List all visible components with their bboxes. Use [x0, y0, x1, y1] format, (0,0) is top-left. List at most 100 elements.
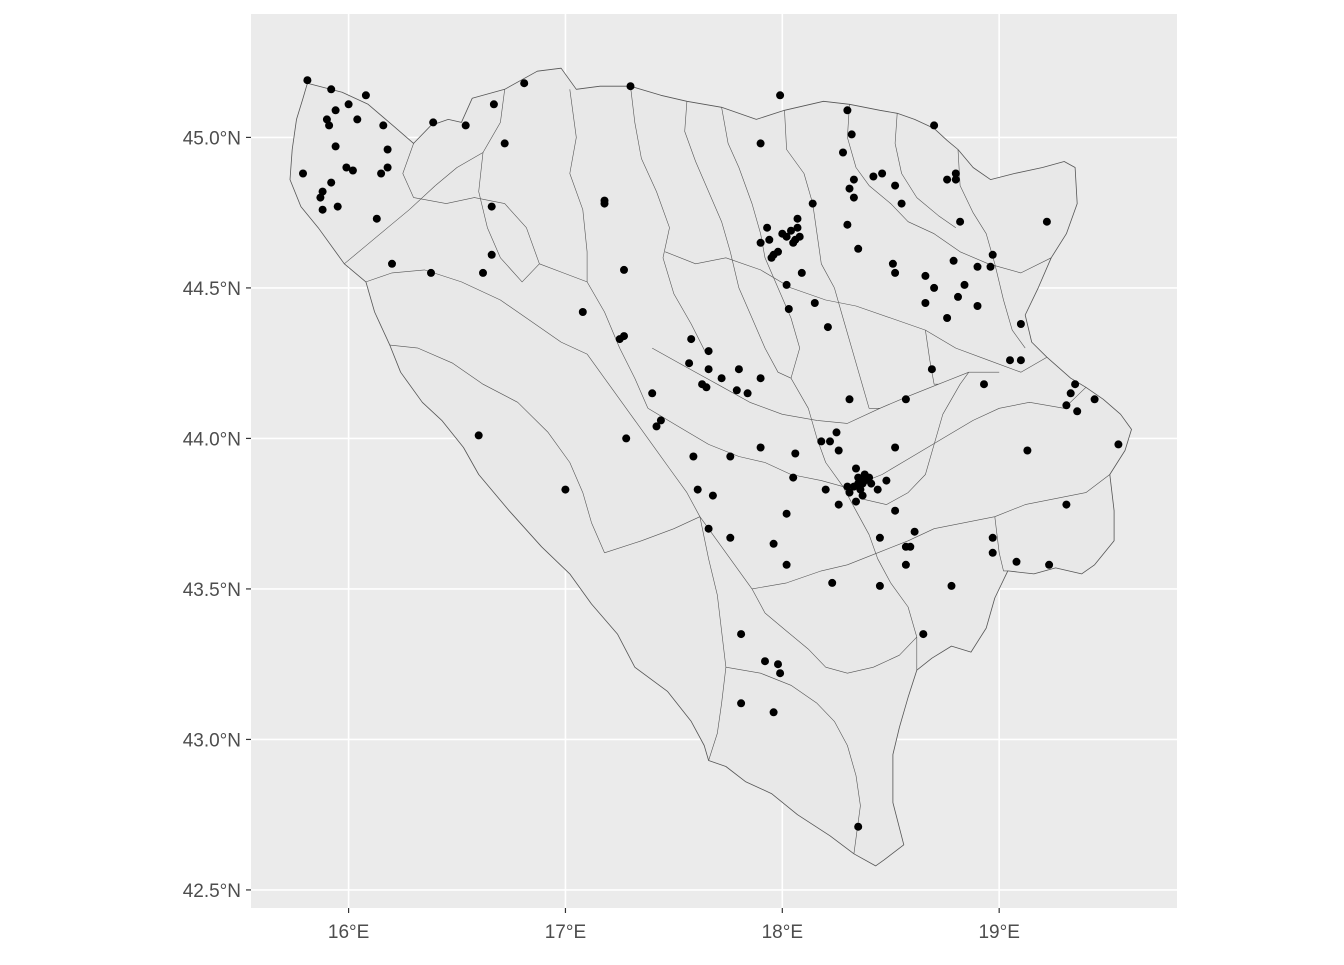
- data-point: [856, 485, 865, 494]
- data-point: [943, 314, 952, 322]
- municipality-border: [894, 113, 956, 228]
- data-point: [600, 199, 609, 208]
- data-point: [1062, 401, 1071, 410]
- data-point: [377, 169, 386, 178]
- y-tick-label: 45.0°N: [183, 128, 241, 149]
- data-point: [756, 443, 765, 452]
- data-point: [891, 506, 900, 515]
- data-point: [891, 443, 900, 452]
- data-point: [299, 169, 307, 178]
- data-point: [817, 437, 826, 446]
- data-point: [852, 497, 860, 506]
- data-point: [810, 299, 819, 307]
- data-point: [474, 431, 483, 440]
- data-point: [873, 485, 882, 494]
- data-point: [980, 380, 988, 389]
- municipality-border: [751, 474, 1110, 590]
- municipality-border: [344, 185, 436, 265]
- data-point: [708, 491, 717, 500]
- data-point: [318, 187, 327, 196]
- data-point: [765, 235, 774, 244]
- data-point: [379, 121, 388, 130]
- data-point: [344, 100, 353, 109]
- data-point: [821, 485, 830, 494]
- y-tick-label: 43.0°N: [183, 730, 241, 751]
- data-point: [361, 91, 370, 100]
- municipality-border: [389, 344, 605, 553]
- x-tick-label: 19°E: [978, 922, 1019, 943]
- data-point: [808, 199, 817, 208]
- data-point: [951, 175, 960, 184]
- data-point: [921, 271, 930, 280]
- data-point: [793, 223, 802, 232]
- data-point: [652, 422, 661, 431]
- data-point: [388, 259, 396, 268]
- x-tick-label: 16°E: [328, 922, 369, 943]
- data-point: [1090, 395, 1099, 404]
- data-point: [954, 292, 962, 301]
- data-point: [331, 142, 340, 151]
- data-point: [1073, 407, 1082, 416]
- data-point: [348, 166, 357, 175]
- data-point: [888, 259, 897, 268]
- data-point: [839, 148, 847, 157]
- data-point: [342, 163, 351, 172]
- data-point: [561, 485, 570, 494]
- municipality-border: [684, 101, 731, 252]
- data-point: [852, 464, 860, 473]
- data-point: [327, 85, 336, 94]
- data-point: [622, 434, 631, 443]
- municipality-border: [957, 149, 1026, 349]
- data-point: [732, 386, 741, 395]
- data-point: [318, 205, 327, 214]
- municipality-border: [652, 347, 1000, 424]
- data-point: [943, 175, 952, 184]
- x-tick-label: 18°E: [762, 922, 803, 943]
- data-point: [704, 365, 713, 374]
- data-point: [1045, 560, 1054, 569]
- municipality-border: [402, 143, 588, 283]
- data-point: [891, 181, 900, 190]
- data-point: [927, 365, 936, 374]
- data-point: [756, 238, 765, 247]
- data-point: [769, 708, 778, 717]
- municipality-border: [699, 516, 727, 761]
- data-point: [693, 485, 702, 494]
- data-point: [787, 226, 795, 235]
- data-point: [791, 449, 800, 458]
- data-point: [949, 256, 958, 265]
- points-layer: [299, 76, 1123, 831]
- data-point: [951, 169, 960, 178]
- data-point: [578, 308, 587, 316]
- municipality-border: [478, 152, 540, 283]
- municipality-border: [630, 86, 707, 355]
- data-point: [919, 630, 928, 639]
- data-point: [854, 473, 863, 482]
- data-point: [789, 473, 798, 482]
- data-point: [383, 145, 392, 154]
- municipality-border: [365, 269, 588, 355]
- data-point: [930, 121, 939, 130]
- data-point: [774, 247, 782, 256]
- data-point: [776, 669, 785, 678]
- data-point: [897, 199, 906, 208]
- municipality-border: [847, 104, 1052, 274]
- data-point: [782, 280, 791, 289]
- data-point: [487, 202, 496, 211]
- data-point: [988, 250, 997, 259]
- data-point: [685, 359, 694, 368]
- data-point: [756, 139, 765, 148]
- data-point: [849, 193, 858, 202]
- data-point: [500, 139, 509, 148]
- data-point: [910, 527, 919, 536]
- data-point: [656, 416, 665, 425]
- data-point: [875, 533, 884, 542]
- data-point: [489, 100, 498, 109]
- data-point: [793, 214, 802, 223]
- data-point: [845, 488, 854, 497]
- data-point: [834, 500, 843, 509]
- data-point: [769, 539, 778, 548]
- data-point: [797, 268, 806, 277]
- data-point: [1016, 356, 1025, 365]
